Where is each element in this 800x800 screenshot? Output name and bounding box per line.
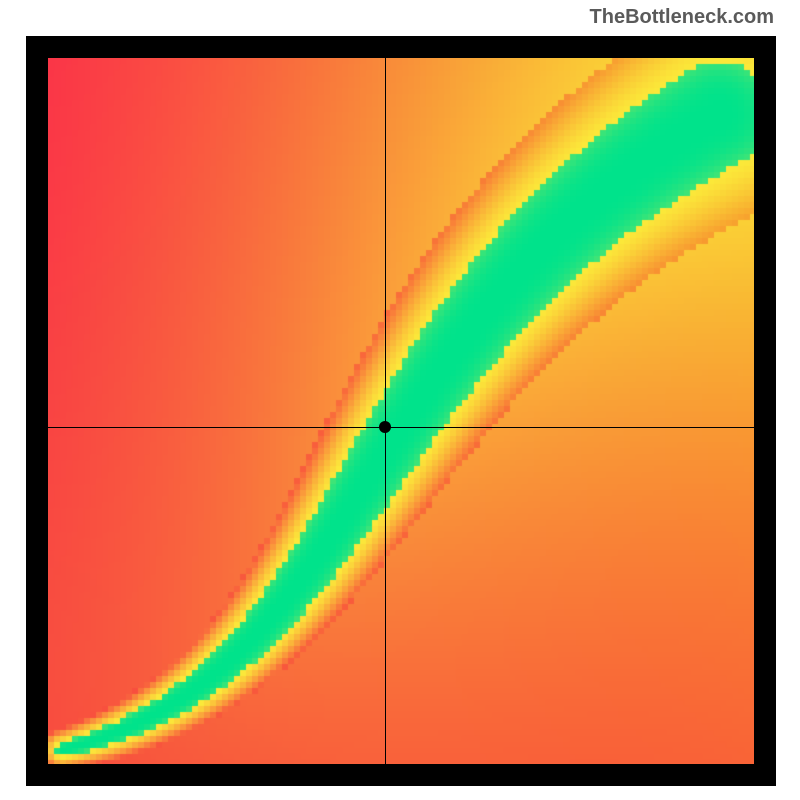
crosshair-horizontal	[48, 427, 754, 428]
crosshair-vertical	[385, 58, 386, 764]
data-point-marker	[379, 421, 391, 433]
plot-area	[48, 58, 754, 764]
heatmap-canvas	[48, 58, 754, 764]
attribution-text: TheBottleneck.com	[590, 6, 774, 29]
chart-container: TheBottleneck.com	[0, 0, 800, 800]
